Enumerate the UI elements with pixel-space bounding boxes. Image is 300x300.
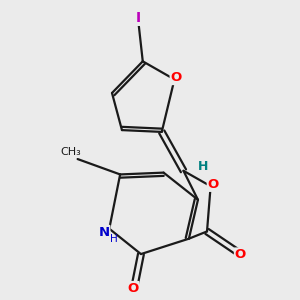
Text: H: H bbox=[110, 234, 118, 244]
Text: O: O bbox=[235, 248, 246, 262]
Text: O: O bbox=[171, 71, 182, 84]
Text: O: O bbox=[127, 282, 138, 295]
Text: N: N bbox=[98, 226, 110, 239]
Text: CH₃: CH₃ bbox=[60, 147, 81, 157]
Text: I: I bbox=[136, 11, 141, 25]
Text: O: O bbox=[208, 178, 219, 191]
Text: H: H bbox=[198, 160, 208, 173]
